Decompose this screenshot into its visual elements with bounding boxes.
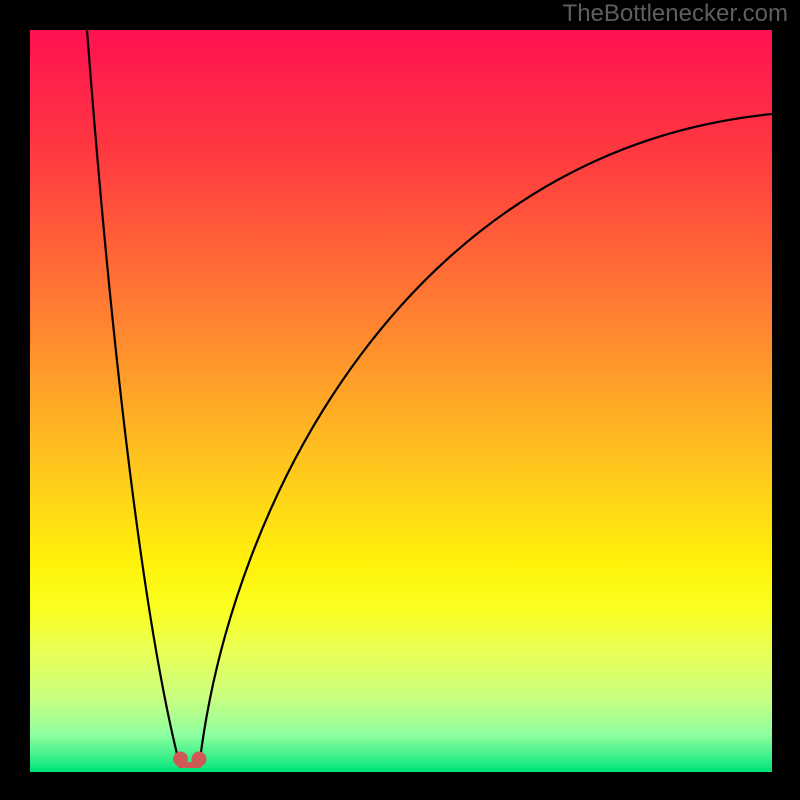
watermark-text: TheBottlenecker.com: [563, 0, 788, 28]
baseline-green-band: [30, 768, 772, 772]
gradient-background: [30, 30, 772, 772]
bottleneck-curve-svg: [30, 30, 772, 772]
valley-marker-left: [173, 752, 188, 767]
valley-marker-right: [192, 752, 207, 767]
plot-area: [30, 30, 772, 772]
bottleneck-chart: TheBottlenecker.com: [0, 0, 800, 800]
